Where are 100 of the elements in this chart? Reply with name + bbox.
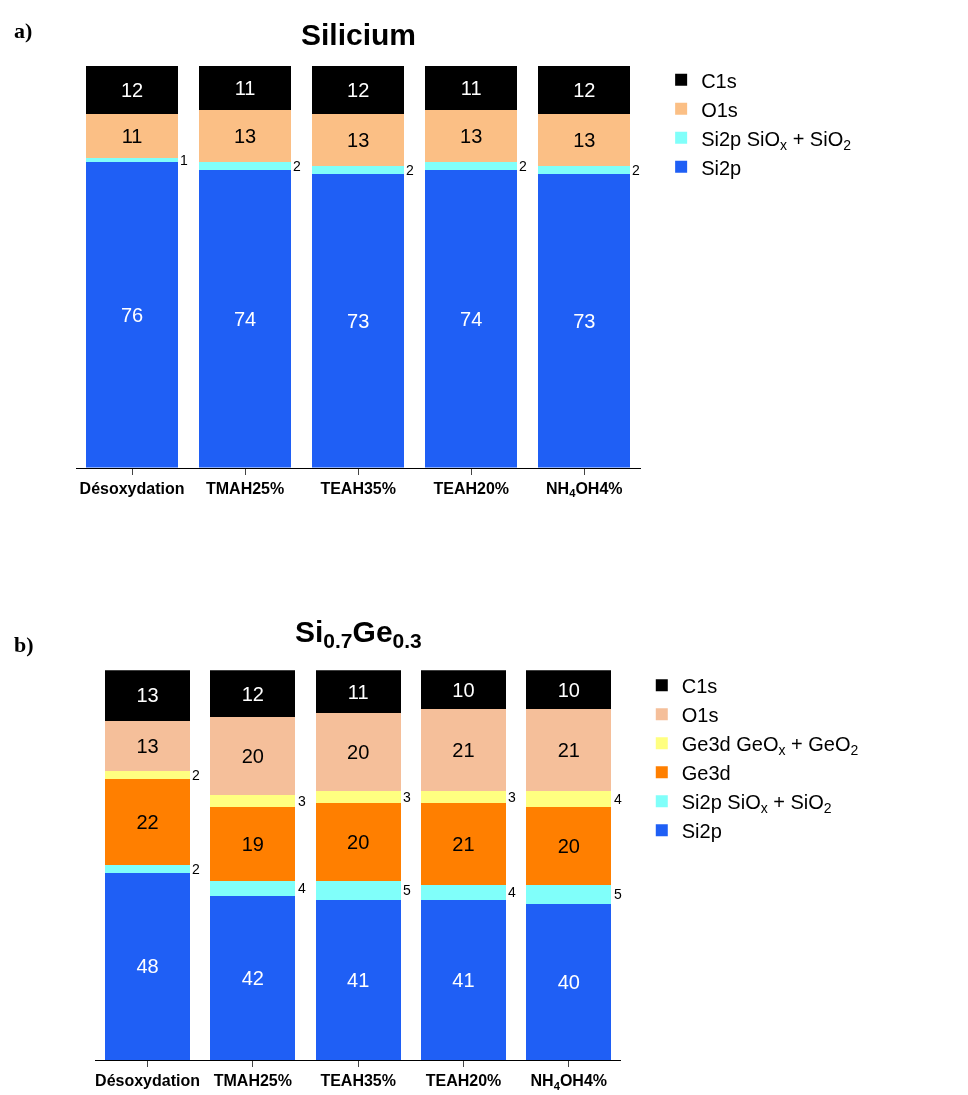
bar: [538, 166, 631, 175]
bar: [315, 670, 401, 714]
x-tick-label: Désoxydation: [79, 479, 185, 497]
x-tick-label: TEAH35%: [320, 1072, 396, 1090]
bar: [210, 670, 296, 717]
data-label: 74: [460, 307, 483, 330]
bar: [420, 709, 507, 791]
bar: [210, 880, 296, 897]
bar: [104, 771, 191, 780]
data-label: 12: [241, 682, 264, 705]
data-label: 21: [452, 832, 475, 855]
bar: [538, 174, 631, 468]
data-label: 5: [403, 882, 411, 898]
bar: [312, 174, 404, 468]
bar: [526, 670, 612, 710]
bar: [210, 794, 296, 807]
data-label: 3: [508, 789, 516, 805]
x-tick-label: TEAH35%: [320, 479, 396, 497]
data-label: 5: [614, 886, 622, 902]
bar: [104, 670, 191, 721]
bar: [315, 790, 401, 803]
x-tick-label: TEAH20%: [425, 1072, 502, 1090]
legend-label: Ge3d GeO$_{x}$ + GeO$_{2}$: [681, 733, 859, 759]
bar: [425, 65, 518, 110]
legend-label: Si2p SiO$_{x}$ + SiO$_{2}$: [681, 791, 832, 817]
data-label: 2: [192, 861, 200, 877]
bar: [104, 865, 191, 873]
text: b): [14, 632, 34, 657]
bar: [199, 65, 291, 110]
data-label: 41: [452, 969, 475, 992]
legend-label: Ge3d: [681, 762, 731, 785]
bar: [420, 884, 507, 901]
bar: [104, 872, 191, 1060]
data-label: 73: [573, 309, 596, 332]
text: a): [14, 18, 33, 43]
legend-label: Si2p SiO$_{x}$ + SiO$_{2}$: [701, 127, 852, 153]
data-label: 2: [519, 158, 527, 174]
data-label: 13: [573, 129, 596, 152]
bar: [210, 716, 296, 795]
data-label: 10: [452, 678, 475, 701]
data-label: 12: [120, 78, 144, 101]
data-label: 19: [241, 832, 264, 855]
data-label: 13: [136, 684, 159, 707]
legend-label: O1s: [701, 98, 738, 121]
bar: [425, 170, 518, 468]
data-label: 76: [120, 303, 144, 326]
bar: [420, 802, 507, 885]
bar: [315, 900, 401, 1060]
bar: [86, 113, 178, 159]
bar: [526, 904, 612, 1060]
bar: [210, 896, 296, 1060]
bar: [312, 113, 404, 167]
bar: [425, 109, 518, 163]
data-label: 2: [293, 158, 301, 174]
bar: [315, 880, 401, 901]
bar: [538, 65, 631, 114]
x-tick-label: Désoxydation: [95, 1072, 200, 1090]
bar: [538, 113, 631, 167]
data-label: 42: [241, 967, 264, 990]
data-label: 41: [347, 969, 370, 992]
bar: [420, 900, 507, 1060]
x-tick-label: NH$_{4}$OH4%: [546, 479, 623, 500]
bar: [86, 158, 178, 163]
bar: [86, 162, 178, 468]
data-label: 12: [573, 78, 596, 101]
data-label: 2: [192, 767, 200, 783]
data-label: 1: [180, 152, 188, 168]
data-label: 21: [452, 739, 475, 762]
bar: [420, 790, 507, 803]
x-tick-label: TMAH25%: [213, 1072, 292, 1090]
bar: [526, 806, 612, 885]
bar: [420, 670, 507, 710]
data-label: 48: [136, 955, 159, 978]
data-label: 2: [632, 162, 640, 178]
legend-label: Si2p: [701, 156, 742, 179]
data-label: 74: [233, 307, 257, 330]
x-tick-label: TEAH20%: [433, 479, 510, 497]
bar: [199, 170, 291, 468]
data-label: 11: [234, 76, 256, 99]
bar: [199, 109, 291, 163]
legend-label: O1s: [681, 704, 719, 727]
bar: [86, 65, 178, 114]
bar: [210, 806, 296, 881]
data-label: 13: [233, 125, 257, 148]
data-label: 40: [557, 970, 580, 993]
data-label: 21: [557, 739, 580, 762]
bar: [199, 162, 291, 171]
data-label: 2: [406, 162, 414, 178]
legend-label: Si2p: [681, 820, 722, 843]
data-label: 22: [136, 811, 159, 834]
data-label: 3: [403, 789, 411, 805]
chart-title: Si$_{0.7}$Ge$_{0.3}$: [295, 615, 422, 653]
data-label: 11: [121, 125, 143, 148]
data-label: 13: [347, 129, 370, 152]
bar: [312, 65, 404, 114]
data-label: 4: [508, 884, 516, 900]
bar: [312, 166, 404, 175]
bar: [104, 779, 191, 866]
bar: [104, 720, 191, 772]
data-label: 20: [557, 834, 580, 857]
